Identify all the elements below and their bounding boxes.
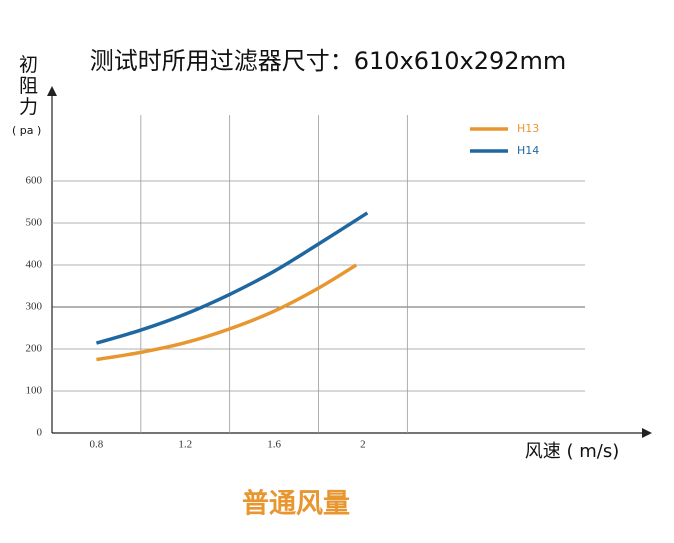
y-arrow — [47, 86, 57, 96]
line — [95, 211, 369, 345]
legend-label: H14 — [517, 144, 539, 157]
x-tick-label: 0.8 — [90, 439, 104, 451]
x-tick-label: 1.6 — [267, 439, 281, 451]
line — [96, 263, 358, 362]
x-tick-label: 2 — [360, 439, 366, 451]
y-tick-label: 400 — [26, 259, 43, 271]
y-tick-label: 500 — [26, 217, 43, 229]
x-tick-label: 1.2 — [178, 439, 192, 451]
legend-label: H13 — [517, 122, 539, 135]
x-arrow — [642, 428, 652, 438]
y-axis-unit: ( pa ) — [12, 124, 42, 137]
y-tick-label: 200 — [26, 343, 43, 355]
x-axis-label: 风速 ( m/s) — [525, 441, 619, 462]
y-tick-label: 0 — [37, 427, 43, 439]
y-tick-label: 600 — [26, 175, 43, 187]
chart-title: 测试时所用过滤器尺寸：610x610x292mm — [90, 47, 567, 75]
y-axis-label: 初阻力 — [19, 54, 39, 118]
caption: 普通风量 — [242, 488, 350, 520]
y-tick-label: 300 — [26, 301, 43, 313]
y-tick-label: 100 — [26, 385, 43, 397]
